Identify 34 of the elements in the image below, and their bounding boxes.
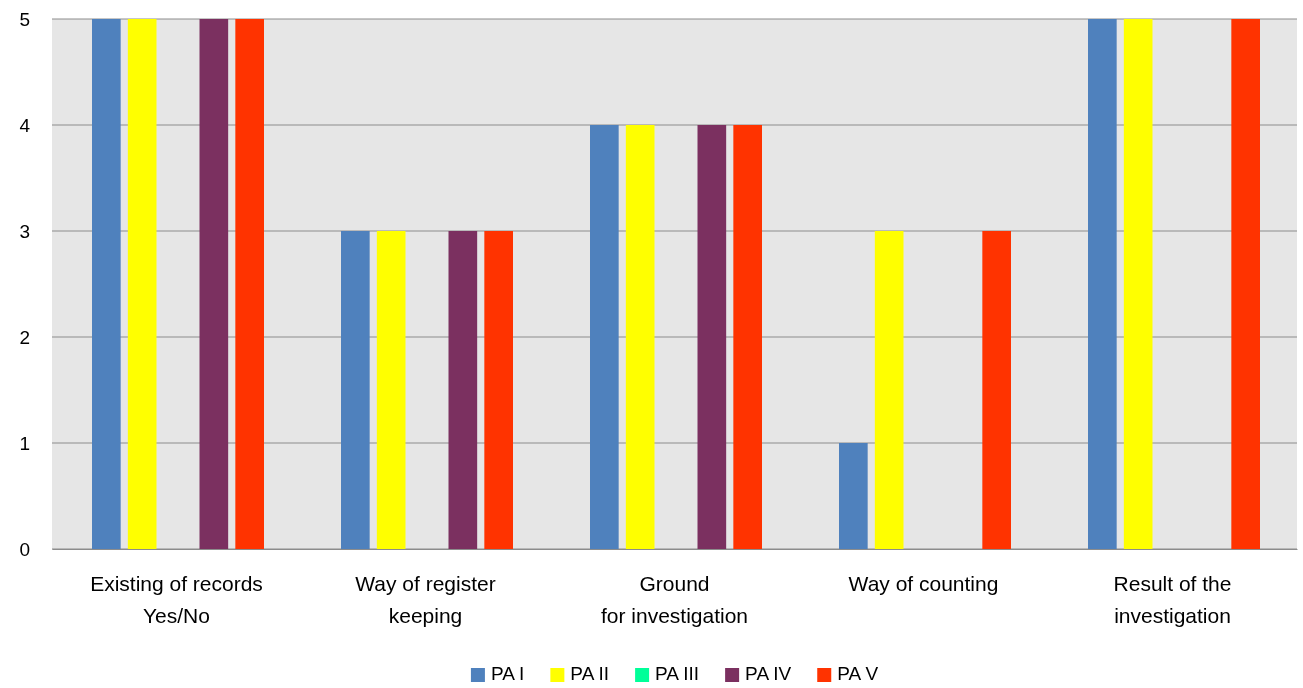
bar [1123,19,1153,549]
x-tick-label: Way of counting [848,572,999,595]
bar [982,231,1011,549]
y-tick-label: 3 [19,220,30,242]
bar [625,125,655,549]
bar [376,231,406,549]
bar [733,125,762,549]
bar [1231,19,1260,549]
bar [341,231,370,549]
legend-label: PA IV [745,663,792,684]
legend-label: PA I [490,663,525,684]
y-tick-label: 5 [19,8,30,30]
legend-label: PA II [570,663,610,684]
y-tick-label: 2 [19,326,30,348]
legend-label: PA V [837,663,879,684]
bar [199,19,229,549]
x-tick-label: Ground for investigation [600,572,749,627]
y-tick-label: 1 [19,432,30,454]
bar [697,125,727,549]
x-tick-label: Existing of records Yes/No [90,572,263,627]
bar [590,125,619,549]
x-tick-label: Result of the investigation [1113,572,1232,627]
y-tick-label: 0 [19,538,30,560]
bar [484,231,513,549]
bar [1088,19,1117,549]
legend-label: PA III [655,663,700,684]
x-tick-label: Way of register keeping [355,572,496,627]
bar [448,231,478,549]
bar [839,443,868,549]
bar [874,231,904,549]
bar [92,19,121,549]
bar [235,19,264,549]
y-tick-label: 4 [19,114,31,136]
bar [127,19,157,549]
